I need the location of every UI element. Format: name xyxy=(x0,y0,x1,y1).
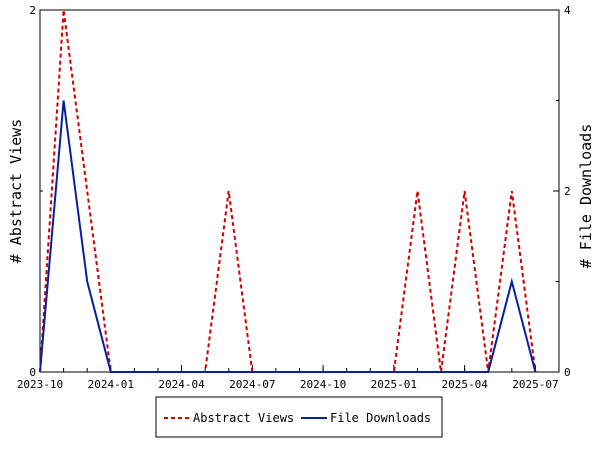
left-axis-title: # Abstract Views xyxy=(7,119,25,264)
x-tick-label: 2024-10 xyxy=(300,378,346,391)
file-downloads-line xyxy=(39,100,537,373)
legend-abstract-views-label: Abstract Views xyxy=(193,411,294,425)
abstract-views-line xyxy=(39,9,537,373)
legend-file-downloads-label: File Downloads xyxy=(330,411,431,425)
y2-tick-label: 0 xyxy=(564,366,571,379)
right-y-axis: 0 2 4 xyxy=(553,4,571,379)
x-tick-label: 2025-04 xyxy=(441,378,488,391)
left-y-axis: 02 xyxy=(29,4,46,379)
right-axis-title: # File Downloads xyxy=(577,124,595,269)
series-layer xyxy=(39,9,537,373)
y2-tick-label: 2 xyxy=(564,185,571,198)
x-tick-label: 2024-01 xyxy=(88,378,134,391)
legend-box xyxy=(155,396,443,438)
x-tick-label: 2023-10 xyxy=(17,378,63,391)
x-tick-label: 2024-07 xyxy=(229,378,275,391)
plot-area-frame xyxy=(39,9,560,373)
x-axis: 2023-10 2024-01 2024-04 2024-07 2024-10 2025-… xyxy=(17,365,560,391)
y-tick-label: 2 xyxy=(29,4,36,17)
legend: Abstract Views File Downloads xyxy=(155,396,443,438)
x-tick-label: 2024-04 xyxy=(158,378,205,391)
y2-tick-label: 4 xyxy=(564,4,571,17)
x-tick-label: 2025-01 xyxy=(371,378,417,391)
x-tick-label: 2025-07 xyxy=(512,378,558,391)
y-tick-label: 0 xyxy=(29,366,36,379)
